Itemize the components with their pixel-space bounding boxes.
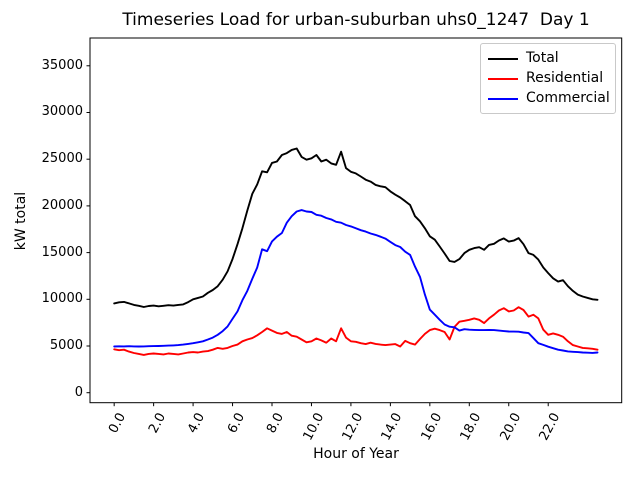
chart-title: Timeseries Load for urban-suburban uhs0_… <box>122 10 590 30</box>
series-line-commercial <box>113 209 599 354</box>
legend-line-residential <box>488 77 518 80</box>
legend-entry-total: Total <box>488 51 607 66</box>
legend-label-residential: Residential <box>526 70 604 86</box>
y-tick-label: 35000 <box>41 57 83 73</box>
y-tick-label: 0 <box>74 384 83 400</box>
y-tick-label: 5000 <box>49 338 83 353</box>
y-tick-label: 15000 <box>41 244 83 260</box>
legend-line-total <box>488 57 518 60</box>
y-tick-label: 10000 <box>41 291 83 307</box>
legend-entry-commercial: Commercial <box>488 90 610 106</box>
legend-entry-residential: Residential <box>488 71 607 86</box>
legend-label-commercial: Commercial <box>526 90 610 106</box>
legend-line-commercial <box>488 97 518 100</box>
y-tick-label: 30000 <box>41 104 83 120</box>
series-line-total <box>113 147 599 308</box>
x-axis-label: Hour of Year <box>313 446 399 462</box>
legend: Total Residential Commercial <box>480 43 616 114</box>
y-axis-label: kW total <box>13 191 29 251</box>
axes-frame <box>89 37 623 404</box>
y-tick-label: 25000 <box>41 151 83 167</box>
legend-label-total: Total <box>526 50 559 66</box>
y-tick-label: 20000 <box>41 197 83 213</box>
series-line-residential <box>113 306 599 356</box>
